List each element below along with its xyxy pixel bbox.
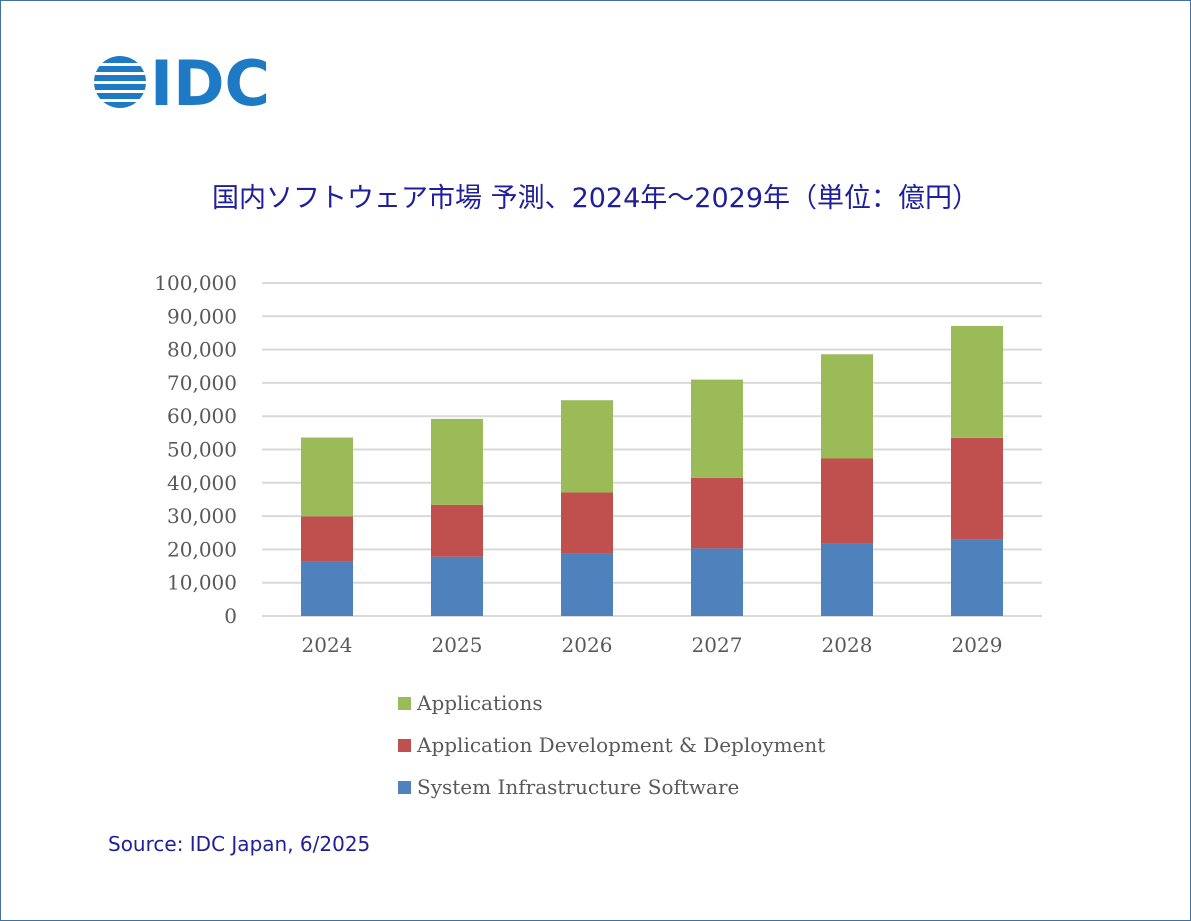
bar-segment-2029-series-2 [951, 325, 1003, 438]
logo-text: IDC [150, 52, 270, 112]
x-tick-label-2027: 2027 [692, 633, 743, 657]
bar-segment-2024-series-0 [301, 561, 353, 616]
bar-segment-2027-series-1 [691, 477, 743, 549]
y-tick-label: 30,000 [167, 504, 237, 528]
x-tick-label-2026: 2026 [562, 633, 613, 657]
y-tick-label: 80,000 [167, 338, 237, 362]
globe-icon [92, 56, 148, 108]
bar-segment-2027-series-2 [691, 379, 743, 478]
legend-item: Applications [398, 682, 825, 724]
y-tick-label: 10,000 [167, 571, 237, 595]
y-tick-label: 100,000 [154, 271, 237, 295]
source-note: Source: IDC Japan, 6/2025 [108, 832, 371, 856]
legend-label: Applications [417, 691, 543, 715]
bar-segment-2027-series-0 [691, 548, 743, 616]
x-tick-label-2028: 2028 [822, 633, 873, 657]
legend-swatch [398, 696, 411, 710]
bar-segment-2024-series-2 [301, 437, 353, 517]
bar-segment-2028-series-0 [821, 543, 873, 616]
legend-item: Application Development & Deployment [398, 724, 825, 766]
y-tick-label: 60,000 [167, 404, 237, 428]
bars [301, 325, 1003, 616]
bar-segment-2026-series-0 [561, 553, 613, 616]
y-tick-label: 70,000 [167, 371, 237, 395]
bar-segment-2028-series-1 [821, 458, 873, 544]
legend-swatch [398, 738, 411, 752]
legend: Applications Application Development & De… [398, 682, 825, 808]
bar-segment-2024-series-1 [301, 516, 353, 562]
y-tick-label: 20,000 [167, 537, 237, 561]
bar-segment-2025-series-1 [431, 504, 483, 557]
legend-swatch [398, 780, 411, 794]
bar-segment-2029-series-1 [951, 437, 1003, 540]
bar-segment-2026-series-1 [561, 492, 613, 554]
bar-segment-2026-series-2 [561, 400, 613, 493]
bar-segment-2025-series-0 [431, 556, 483, 616]
idc-logo: IDC [92, 52, 270, 112]
bar-segment-2029-series-0 [951, 539, 1003, 616]
legend-label: Application Development & Deployment [417, 733, 826, 757]
bar-segment-2025-series-2 [431, 418, 483, 505]
gridlines [262, 282, 1042, 617]
legend-label: System Infrastructure Software [417, 775, 740, 799]
chart-title: 国内ソフトウェア市場 予測、2024年～2029年（単位：億円） [211, 183, 979, 214]
x-tick-label-2024: 2024 [302, 633, 353, 657]
x-axis-ticks: 2024 2025 2026 2027 2028 2029 [302, 633, 1003, 657]
legend-item: System Infrastructure Software [398, 766, 825, 808]
x-tick-label-2025: 2025 [432, 633, 483, 657]
y-axis-ticks: 0 10,000 20,000 30,000 40,000 50,000 60,000 70,… [154, 271, 237, 628]
y-tick-label: 0 [224, 604, 237, 628]
y-tick-label: 90,000 [167, 304, 237, 328]
bar-segment-2028-series-2 [821, 354, 873, 459]
x-tick-label-2029: 2029 [952, 633, 1003, 657]
y-tick-label: 50,000 [167, 438, 237, 462]
y-tick-label: 40,000 [167, 471, 237, 495]
